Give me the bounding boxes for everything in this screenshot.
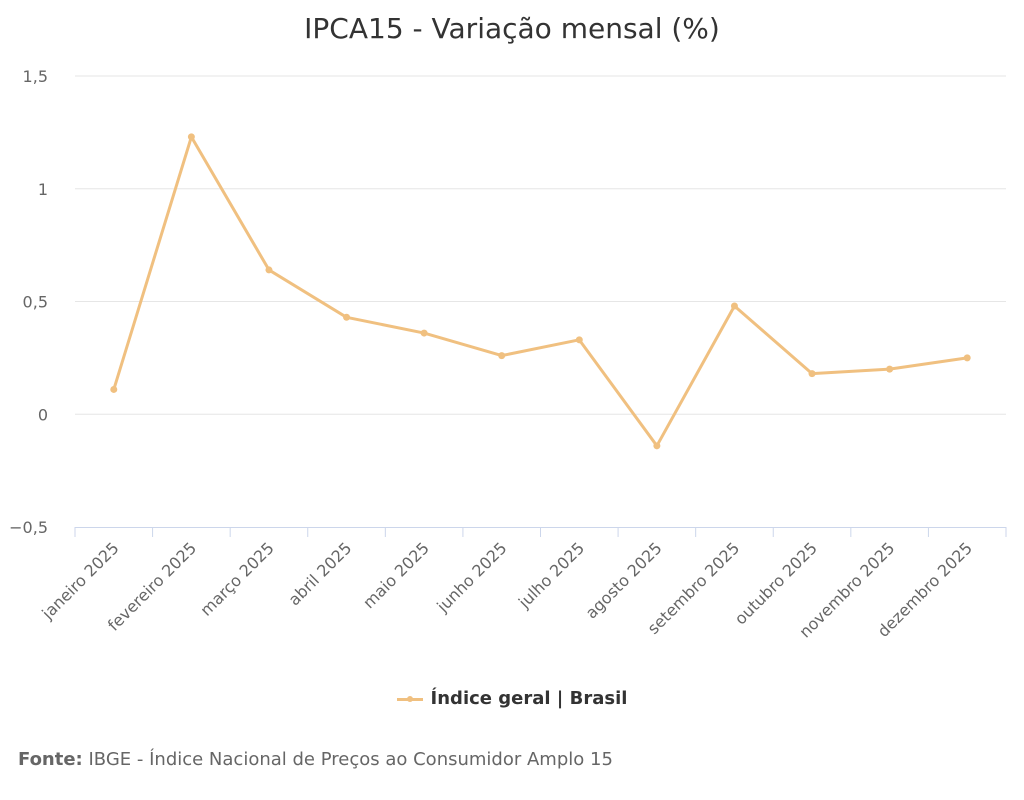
y-tick-label: 0 [38,405,48,424]
data-point [343,313,351,321]
x-tick-label: abril 2025 [284,538,355,609]
y-tick-label: 0,5 [23,293,48,312]
source-note: Fonte: IBGE - Índice Nacional de Preços … [18,749,613,770]
data-point [575,336,583,344]
data-point [653,442,661,450]
series-line [112,135,968,448]
x-tick-label: julho 2025 [514,538,588,612]
data-point [498,352,506,360]
data-point [420,329,428,337]
y-tick-label: −0,5 [9,518,48,537]
data-point [808,370,816,378]
legend-label: Índice geral | Brasil [430,688,628,709]
x-tick-label: janeiro 2025 [37,538,122,623]
y-tick-label: 1,5 [23,67,48,86]
chart-title: IPCA15 - Variação mensal (%) [304,12,720,45]
legend-swatch [396,695,423,702]
data-point [886,365,894,373]
x-tick-label: maio 2025 [359,538,433,612]
data-point [187,133,195,141]
x-tick-label: junho 2025 [432,538,510,616]
source-label: Fonte: [18,749,83,770]
data-point [963,354,971,362]
data-point [730,302,738,310]
y-tick-label: 1 [38,180,48,199]
data-point [110,385,118,393]
legend[interactable]: Índice geral | Brasil [0,688,1024,709]
source-text: IBGE - Índice Nacional de Preços ao Cons… [88,749,613,770]
x-tick-label: março 2025 [196,538,277,619]
data-point [265,266,273,274]
x-tick-label: agosto 2025 [582,538,666,622]
